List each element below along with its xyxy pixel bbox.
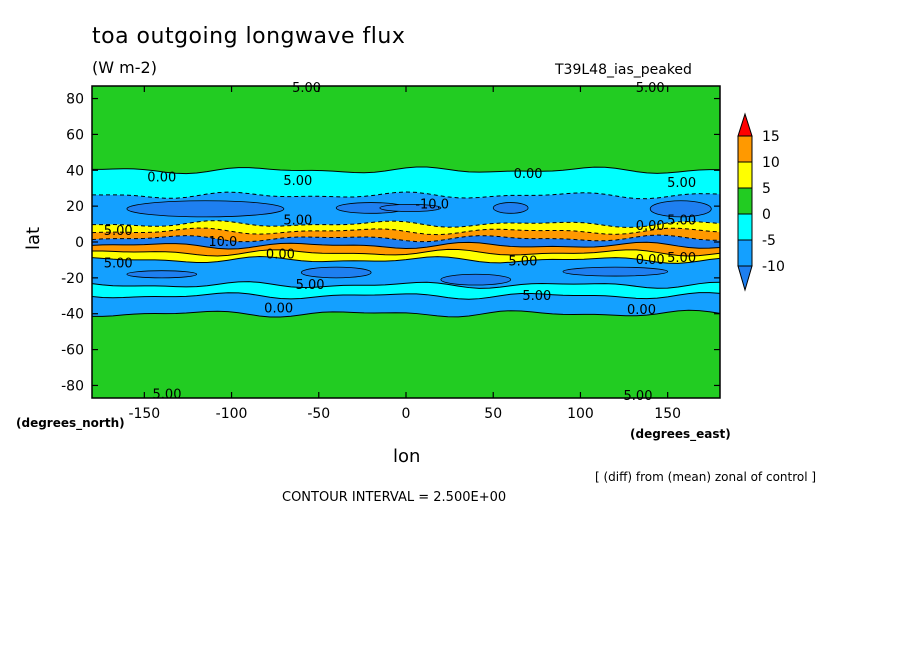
colorbar-arrow-bottom xyxy=(737,265,753,292)
contour-label: 0.00 xyxy=(627,303,656,318)
contour-band xyxy=(92,310,720,398)
contour-line xyxy=(91,309,721,318)
contour-cell xyxy=(440,273,512,286)
chart-units: (W m-2) xyxy=(92,58,157,77)
contour-band xyxy=(92,220,720,235)
contour-label: -10.0 xyxy=(415,197,449,212)
contour-label: 5.00 xyxy=(283,213,312,228)
y-tick-label: 40 xyxy=(66,163,84,179)
contour-label: 5.00 xyxy=(522,289,551,304)
contour-label: 5.00 xyxy=(667,176,696,191)
y-tick-label: -20 xyxy=(61,271,84,287)
x-tick-label: 0 xyxy=(402,406,411,422)
contour-line xyxy=(91,256,721,264)
y-axis-unit: (degrees_north) xyxy=(16,416,125,430)
contour-label: 5.00 xyxy=(296,278,325,293)
contour-label: 0.00 xyxy=(264,301,293,316)
y-tick-label: 60 xyxy=(66,127,84,143)
y-tick-label: 80 xyxy=(66,92,84,108)
colorbar-label: -10 xyxy=(762,259,785,275)
contour-line xyxy=(91,191,721,200)
contour-band xyxy=(92,228,720,242)
contour-line xyxy=(91,166,721,175)
contour-interval: CONTOUR INTERVAL = 2.500E+00 xyxy=(282,490,507,505)
colorbar-label: 0 xyxy=(762,207,771,223)
y-tick-label: 20 xyxy=(66,199,84,215)
contour-label: 5.00 xyxy=(624,389,653,404)
contour-label: 10.0 xyxy=(208,235,237,250)
x-tick-label: 100 xyxy=(567,406,594,422)
x-tick-label: -150 xyxy=(128,406,160,422)
contour-band xyxy=(92,292,720,318)
contour-band xyxy=(92,235,720,249)
colorbar-segment xyxy=(737,213,753,241)
contour-line xyxy=(91,281,721,289)
colorbar-segment xyxy=(737,161,753,189)
contour-line xyxy=(91,248,721,257)
contour-cell xyxy=(126,270,198,279)
x-axis-label: lon xyxy=(393,446,421,467)
x-tick-label: 50 xyxy=(484,406,502,422)
x-tick-label: 150 xyxy=(654,406,681,422)
contour-label: 0.00 xyxy=(514,167,543,182)
contour-label: 5.00 xyxy=(667,251,696,266)
colorbar-label: 15 xyxy=(762,129,780,145)
chart-title: toa outgoing longwave flux xyxy=(92,24,406,49)
contour-cell xyxy=(126,200,285,218)
colorbar-segment xyxy=(737,239,753,267)
colorbar-segment xyxy=(737,187,753,215)
y-tick-label: -60 xyxy=(61,343,84,359)
contour-label: 5.00 xyxy=(636,81,665,96)
x-tick-label: -100 xyxy=(216,406,248,422)
y-tick-label: -40 xyxy=(61,307,84,323)
run-label: T39L48_ias_peaked xyxy=(555,62,692,78)
colorbar-label: 5 xyxy=(762,181,771,197)
contour-band xyxy=(92,256,720,289)
y-tick-label: -80 xyxy=(61,378,84,394)
contour-label: 5.00 xyxy=(508,255,537,270)
contour-line xyxy=(91,292,721,300)
x-axis-unit: (degrees_east) xyxy=(630,427,731,441)
contour-label: 5.00 xyxy=(104,224,133,239)
contour-line xyxy=(91,241,721,250)
colorbar-arrow-top xyxy=(737,112,753,137)
contour-line xyxy=(91,220,721,228)
contour-label: 5.00 xyxy=(283,174,312,189)
contour-cell xyxy=(492,202,529,214)
contour-label: 0.00 xyxy=(636,219,665,234)
contour-band xyxy=(92,86,720,174)
colorbar-label: 10 xyxy=(762,155,780,171)
contour-band xyxy=(92,249,720,264)
contour-label: 0.00 xyxy=(266,248,295,263)
contour-band xyxy=(92,242,720,256)
diff-note: [ (diff) from (mean) zonal of control ] xyxy=(595,470,817,484)
contour-cell xyxy=(300,266,372,279)
contour-cell xyxy=(649,200,712,218)
contour-label: 5.00 xyxy=(153,387,182,402)
contour-label: 5.00 xyxy=(292,81,321,96)
x-tick-label: -50 xyxy=(307,406,330,422)
contour-cell xyxy=(379,203,442,212)
y-tick-label: 0 xyxy=(75,235,84,251)
contour-label: 5.00 xyxy=(667,213,696,228)
contour-label: 0.00 xyxy=(636,253,665,268)
contour-label: 5.00 xyxy=(104,257,133,272)
colorbar-label: -5 xyxy=(762,233,776,249)
contour-cell xyxy=(562,266,669,277)
contour-band xyxy=(92,166,720,199)
colorbar-segment xyxy=(737,135,753,163)
contour-label: 0.00 xyxy=(147,170,176,185)
